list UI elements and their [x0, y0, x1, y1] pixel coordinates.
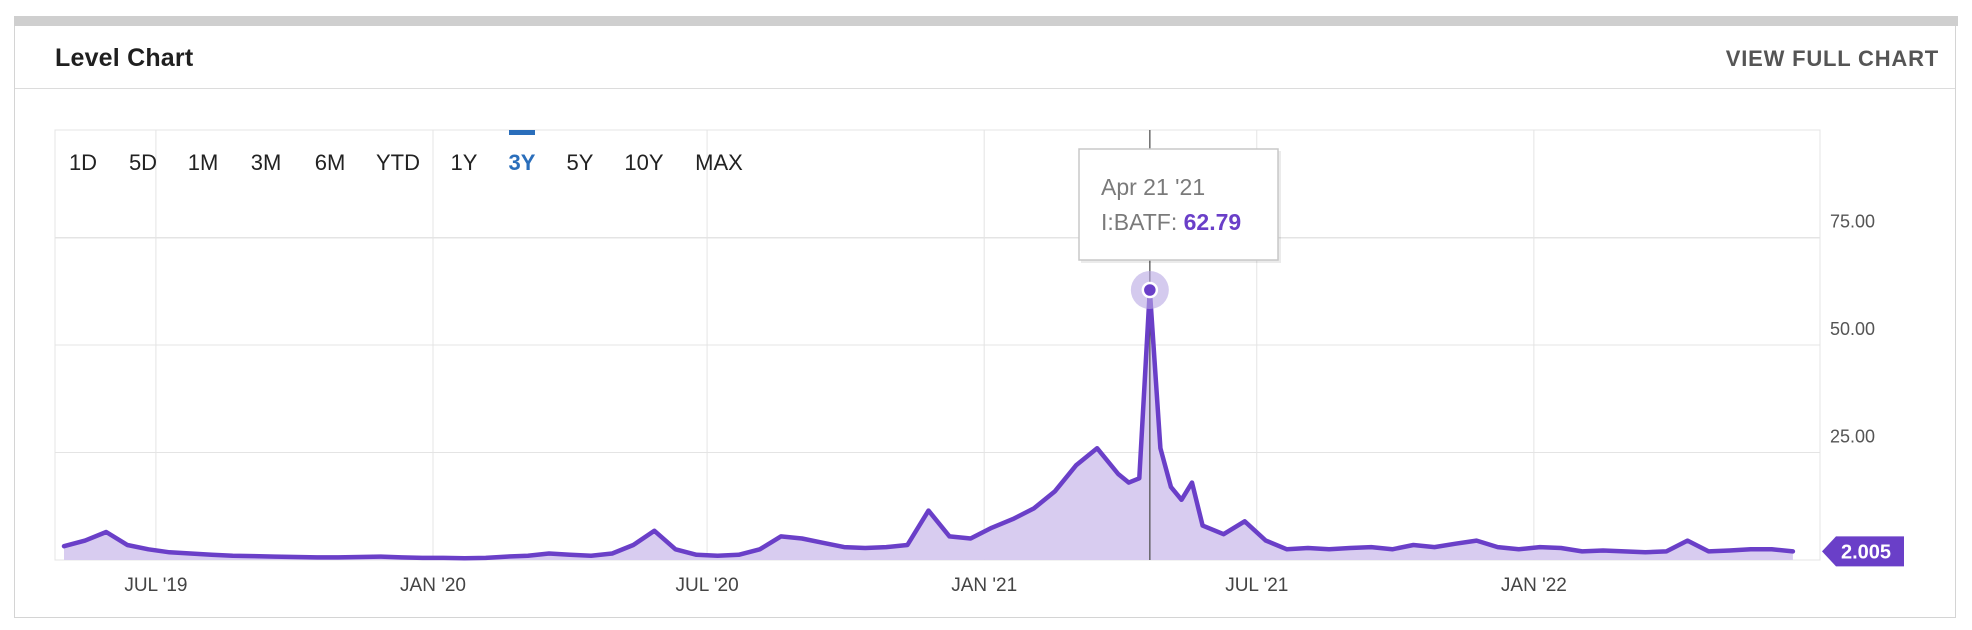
- top-accent-bar: [14, 16, 1958, 26]
- tooltip-box: [1078, 148, 1279, 261]
- range-button-label: 6M: [315, 150, 346, 175]
- range-button-5y[interactable]: 5Y: [567, 150, 594, 175]
- range-button-5d[interactable]: 5D: [129, 150, 157, 175]
- y-tick-label: 75.00: [1830, 212, 1875, 232]
- range-button-label: 1Y: [451, 150, 478, 175]
- range-button-max[interactable]: MAX: [695, 150, 743, 175]
- last-value-label: 2.005: [1841, 541, 1891, 563]
- range-button-label: 3Y: [509, 150, 536, 175]
- range-button-label: 5Y: [567, 150, 594, 175]
- panel-header: Level Chart VIEW FULL CHART: [15, 26, 1955, 89]
- range-button-6m[interactable]: 6M: [315, 150, 346, 175]
- range-button-label: MAX: [695, 150, 743, 175]
- range-button-ytd[interactable]: YTD: [376, 150, 420, 175]
- range-button-1m[interactable]: 1M: [188, 150, 219, 175]
- x-tick-label: JAN '20: [400, 575, 466, 596]
- x-tick-label: JUL '19: [124, 575, 187, 596]
- tooltip-value-line: I:BATF: 62.79: [1101, 209, 1241, 235]
- range-button-1d[interactable]: 1D: [69, 150, 97, 175]
- active-range-indicator: [509, 130, 535, 135]
- range-button-label: 1D: [69, 150, 97, 175]
- range-button-label: 5D: [129, 150, 157, 175]
- x-tick-label: JUL '20: [676, 575, 739, 596]
- tooltip-date: Apr 21 '21: [1101, 174, 1205, 200]
- range-button-label: 3M: [251, 150, 282, 175]
- highlight-point: [1141, 281, 1159, 299]
- tooltip-value: 62.79: [1184, 209, 1242, 235]
- last-value-badge: [1822, 536, 1904, 567]
- y-tick-label: 25.00: [1830, 427, 1875, 447]
- range-button-3m[interactable]: 3M: [251, 150, 282, 175]
- range-button-label: 1M: [188, 150, 219, 175]
- tooltip-series-label: I:BATF:: [1101, 209, 1184, 235]
- range-button-label: 10Y: [624, 150, 663, 175]
- x-tick-label: JAN '21: [951, 575, 1017, 596]
- range-button-label: YTD: [376, 150, 420, 175]
- level-chart-panel: Level Chart VIEW FULL CHART: [14, 26, 1956, 618]
- series-line: [61, 287, 1796, 561]
- y-tick-label: 50.00: [1830, 319, 1875, 339]
- view-full-chart-link[interactable]: VIEW FULL CHART: [1725, 46, 1939, 71]
- x-tick-label: JUL '21: [1225, 575, 1288, 596]
- range-button-1y[interactable]: 1Y: [451, 150, 478, 175]
- panel-title: Level Chart: [55, 44, 194, 72]
- range-button-3y[interactable]: 3Y: [509, 130, 536, 175]
- x-tick-label: JAN '22: [1501, 575, 1567, 596]
- range-button-10y[interactable]: 10Y: [624, 150, 663, 175]
